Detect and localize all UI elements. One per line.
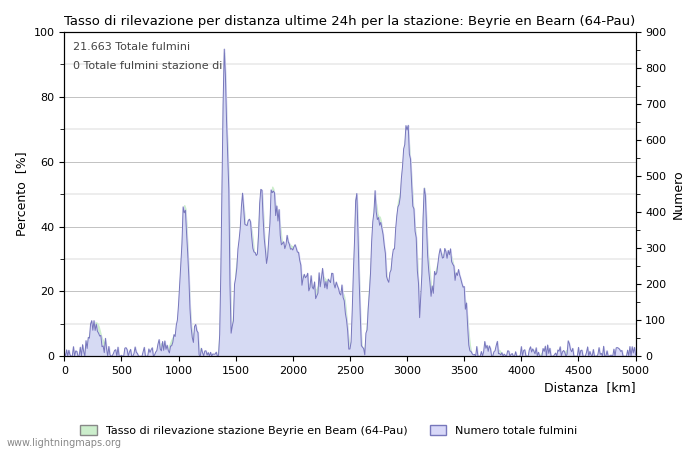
Legend: Tasso di rilevazione stazione Beyrie en Beam (64-Pau), Numero totale fulmini: Tasso di rilevazione stazione Beyrie en … xyxy=(76,420,582,440)
Text: www.lightningmaps.org: www.lightningmaps.org xyxy=(7,438,122,448)
X-axis label: Distanza  [km]: Distanza [km] xyxy=(544,382,636,395)
Text: 21.663 Totale fulmini: 21.663 Totale fulmini xyxy=(73,42,190,52)
Title: Tasso di rilevazione per distanza ultime 24h per la stazione: Beyrie en Bearn (6: Tasso di rilevazione per distanza ultime… xyxy=(64,15,636,28)
Y-axis label: Percento  [%]: Percento [%] xyxy=(15,152,28,236)
Y-axis label: Numero: Numero xyxy=(672,169,685,219)
Text: 0 Totale fulmini stazione di: 0 Totale fulmini stazione di xyxy=(73,61,222,71)
